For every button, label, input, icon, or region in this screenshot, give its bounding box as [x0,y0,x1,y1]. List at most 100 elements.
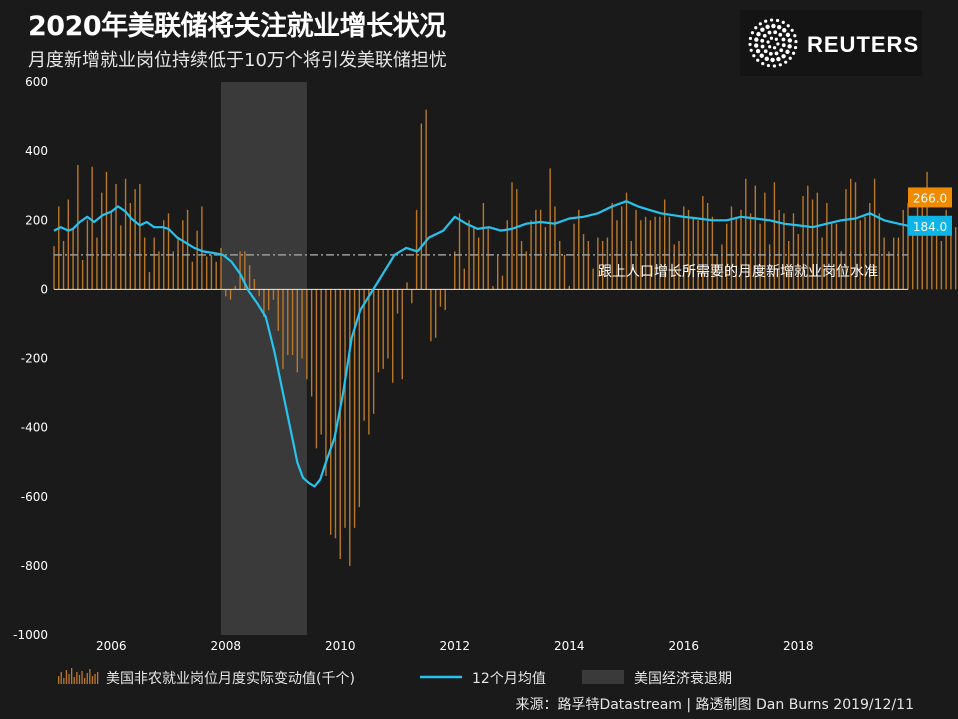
bar [563,254,566,290]
bar [67,199,70,290]
legend-bar-mark [97,672,99,684]
logo-dot [778,32,783,37]
bar [721,244,723,290]
bar [353,289,356,528]
bar [396,289,399,314]
bar [320,289,322,435]
bar [644,216,647,290]
bar [434,289,437,338]
legend-item-recession: 美国经济衰退期 [580,664,732,690]
bar [411,289,413,304]
bar [115,183,117,290]
legend-bar-mark [68,674,70,684]
bar [120,225,122,290]
chart-subtitle: 月度新增就业岗位持续低于10万个将引发美联储担忧 [28,50,447,71]
bar [468,220,470,290]
bar [921,206,923,290]
bar [282,289,284,369]
bar [339,289,341,559]
reuters-logo: REUTERS [740,10,922,76]
logo-dot [791,51,796,55]
bar [163,220,165,290]
bar [663,199,666,290]
bar [807,185,809,290]
legend-bar-mark [76,672,78,684]
logo-dot [766,63,771,68]
bar [788,240,790,290]
logo-dot [781,43,786,48]
bar [883,237,885,290]
logo-dot [754,37,759,42]
bar [764,192,766,290]
end-label-bars-bg [908,187,952,208]
logo-dot [771,23,776,29]
logo-dot [768,51,773,56]
bar [377,289,380,373]
bar [711,216,714,290]
bar [315,289,318,449]
bar [143,237,146,290]
bar [186,209,189,290]
bar [611,202,613,290]
reuters-logo-text: REUTERS [807,32,920,57]
bar [454,251,456,290]
bar [253,279,256,290]
legend-item-line: 12个月均值 [418,664,546,690]
bar [768,244,771,290]
bar [306,289,308,380]
logo-dot [761,61,765,66]
bar [759,223,761,290]
bar [678,240,680,290]
logo-dot [760,38,765,43]
bar [53,246,55,290]
logo-dot [769,36,774,40]
legend-item-bars: 美国非农就业岗位月度实际变动值(千个) [56,664,355,690]
bar [725,223,728,290]
y-tick-label: -600 [21,490,48,504]
bar [406,282,408,290]
bar [234,285,236,290]
y-tick-label: 600 [25,75,48,89]
logo-dot [778,63,782,67]
bar [301,289,303,359]
bar [826,202,828,290]
logo-dot [776,56,781,62]
y-tick-label: 400 [25,144,48,158]
bar [244,251,246,290]
bar [477,237,480,290]
logo-dot [753,43,759,48]
bar [940,240,943,290]
logo-dot [755,48,761,54]
source-note: 来源：路孚特Datastream | 路透制图 Dan Burns 2019/1… [515,697,914,713]
y-tick-label: -200 [21,352,48,366]
bar [239,251,241,290]
bar [735,216,737,290]
bar [482,202,485,290]
bar [58,206,60,290]
bar [124,178,127,290]
bar [177,237,179,290]
bar [778,209,780,290]
logo-dot [759,53,764,58]
bar [568,285,570,290]
recession-band [220,82,307,635]
bar [196,230,198,290]
bar [869,202,871,290]
bar [792,213,795,290]
logo-dot [793,45,798,50]
bar [96,237,98,290]
bar [706,202,709,290]
x-tick-label: 2018 [783,639,814,653]
bar [492,285,494,290]
bar [559,240,561,290]
bar [291,289,294,356]
bar [902,209,904,290]
bar [77,164,79,290]
logo-dot [766,40,770,44]
bar [578,209,580,290]
bar [535,209,537,290]
bar [516,189,518,290]
bar [640,220,642,290]
logo-dot [762,33,767,38]
